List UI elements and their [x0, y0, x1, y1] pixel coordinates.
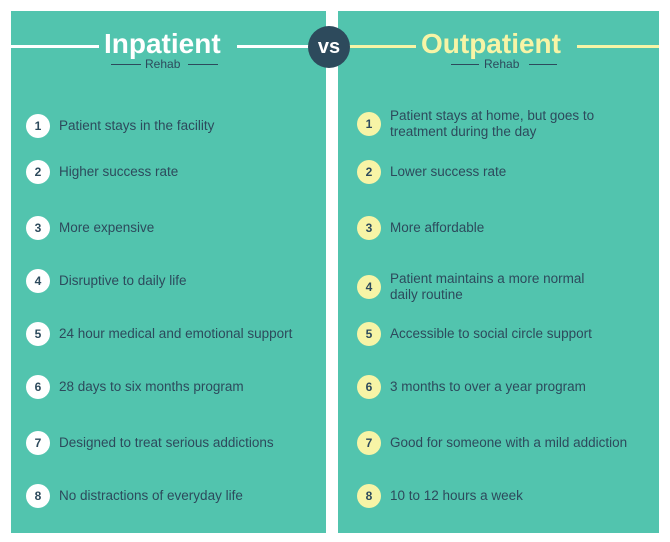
inpatient-item-number: 8: [26, 484, 50, 508]
outpatient-title: Outpatient: [421, 28, 561, 59]
inpatient-item-4: 4 Disruptive to daily life: [26, 269, 187, 293]
outpatient-subtitle: Rehab: [484, 57, 520, 71]
inpatient-item-number: 5: [26, 322, 50, 346]
inpatient-title-rule-right: [237, 45, 317, 48]
inpatient-subtitle-rule-right: [188, 64, 218, 65]
inpatient-item-6: 6 28 days to six months program: [26, 375, 244, 399]
inpatient-item-number: 6: [26, 375, 50, 399]
inpatient-item-text: Higher success rate: [59, 164, 179, 179]
inpatient-item-number: 3: [26, 216, 50, 240]
vs-badge: vs: [308, 26, 350, 68]
inpatient-item-number: 1: [26, 114, 50, 138]
outpatient-item-3: 3 More affordable: [357, 216, 484, 240]
outpatient-item-number: 8: [357, 484, 381, 508]
outpatient-subtitle-rule-right: [529, 64, 557, 65]
outpatient-item-number: 4: [357, 275, 381, 299]
inpatient-subtitle-rule-left: [111, 64, 141, 65]
outpatient-item-number: 2: [357, 160, 381, 184]
outpatient-subtitle-rule-left: [451, 64, 479, 65]
outpatient-title-rule-right: [577, 45, 659, 48]
inpatient-title: Inpatient: [104, 28, 221, 59]
outpatient-item-7: 7 Good for someone with a mild addiction: [357, 431, 627, 455]
inpatient-item-text: 28 days to six months program: [59, 379, 244, 394]
outpatient-item-number: 1: [357, 112, 381, 136]
inpatient-item-number: 7: [26, 431, 50, 455]
outpatient-item-1: 1 Patient stays at home, but goes to tre…: [357, 108, 595, 140]
outpatient-item-number: 3: [357, 216, 381, 240]
outpatient-panel: [338, 11, 659, 533]
outpatient-item-text: Lower success rate: [390, 164, 507, 179]
inpatient-item-2: 2 Higher success rate: [26, 160, 178, 184]
inpatient-item-number: 4: [26, 269, 50, 293]
inpatient-item-number: 2: [26, 160, 50, 184]
outpatient-item-text: Patient stays at home, but goes to treat…: [390, 108, 595, 139]
outpatient-item-number: 6: [357, 375, 381, 399]
outpatient-item-text: Patient maintains a more normal daily ro…: [390, 271, 585, 302]
outpatient-item-6: 6 3 months to over a year program: [357, 375, 586, 399]
inpatient-panel: [11, 11, 326, 533]
outpatient-item-text: Accessible to social circle support: [390, 326, 592, 341]
inpatient-item-text: Patient stays in the facility: [59, 118, 215, 133]
inpatient-title-rule-left: [11, 45, 99, 48]
outpatient-title-rule-left: [344, 45, 416, 48]
inpatient-subtitle: Rehab: [145, 57, 181, 71]
inpatient-item-text: 24 hour medical and emotional support: [59, 326, 293, 341]
outpatient-item-2: 2 Lower success rate: [357, 160, 506, 184]
inpatient-item-text: Designed to treat serious addictions: [59, 435, 274, 450]
outpatient-item-number: 5: [357, 322, 381, 346]
inpatient-item-8: 8 No distractions of everyday life: [26, 484, 243, 508]
inpatient-item-5: 5 24 hour medical and emotional support: [26, 322, 292, 346]
outpatient-item-4: 4 Patient maintains a more normal daily …: [357, 271, 605, 303]
outpatient-item-5: 5 Accessible to social circle support: [357, 322, 592, 346]
inpatient-item-3: 3 More expensive: [26, 216, 154, 240]
outpatient-item-text: 10 to 12 hours a week: [390, 488, 523, 503]
outpatient-item-text: Good for someone with a mild addiction: [390, 435, 628, 450]
inpatient-item-7: 7 Designed to treat serious addictions: [26, 431, 274, 455]
inpatient-item-text: More expensive: [59, 220, 155, 235]
outpatient-item-text: 3 months to over a year program: [390, 379, 586, 394]
inpatient-item-text: Disruptive to daily life: [59, 273, 187, 288]
outpatient-item-8: 8 10 to 12 hours a week: [357, 484, 523, 508]
inpatient-item-text: No distractions of everyday life: [59, 488, 243, 503]
outpatient-item-number: 7: [357, 431, 381, 455]
outpatient-item-text: More affordable: [390, 220, 485, 235]
inpatient-item-1: 1 Patient stays in the facility: [26, 114, 214, 138]
